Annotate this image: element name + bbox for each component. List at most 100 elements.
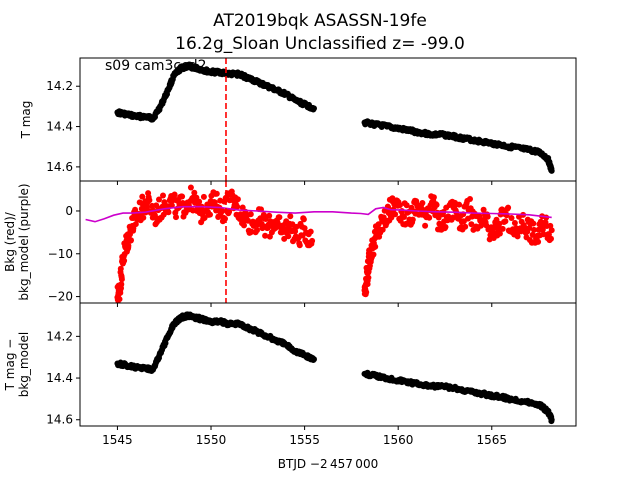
data-point — [151, 211, 158, 218]
data-point — [508, 215, 515, 221]
panel-bottom: 14.2 14.4 14.6 1545 1550 1555 1560 1565 T mag − b… — [3, 302, 577, 447]
data-point — [514, 233, 521, 240]
x-tick-label: 1550 — [196, 433, 227, 447]
data-point — [419, 200, 426, 206]
y-tick-label: 14.4 — [46, 120, 73, 134]
data-point — [363, 289, 370, 296]
data-point — [540, 231, 547, 238]
plot-area-middle — [85, 181, 555, 303]
data-point — [530, 220, 537, 227]
plot-area-bottom — [114, 311, 555, 425]
plot-area-top — [114, 58, 555, 181]
data-point — [548, 165, 555, 172]
y-tick-label: 14.6 — [46, 413, 73, 427]
axes-frame-bottom — [79, 302, 577, 427]
data-point — [409, 216, 416, 223]
data-point — [239, 204, 246, 211]
data-point — [292, 228, 299, 235]
panel-middle: 0 −10 −20 Bkg (red)/bkg_model (purple) — [3, 180, 577, 307]
data-point — [213, 190, 220, 197]
y-tick-label: 14.4 — [46, 371, 73, 385]
data-point — [117, 289, 124, 296]
data-point — [132, 221, 139, 228]
data-point — [245, 217, 252, 224]
data-point — [116, 296, 123, 303]
series-points-bottom-0 — [114, 311, 555, 425]
data-point — [310, 357, 317, 363]
data-point — [118, 276, 125, 283]
data-point — [496, 230, 503, 237]
data-point — [172, 209, 179, 216]
y-tick-label: 0 — [65, 204, 73, 218]
data-point — [196, 198, 203, 205]
data-point — [535, 238, 542, 245]
x-tick-label: 1545 — [102, 433, 133, 447]
data-point — [548, 235, 554, 242]
data-point — [480, 206, 487, 213]
data-point — [121, 257, 128, 264]
data-point — [426, 214, 433, 221]
data-point — [375, 221, 382, 228]
y-tick-label: 14.2 — [46, 329, 73, 343]
y-axis-label: bkg_model (purple) — [17, 183, 31, 300]
data-point — [396, 202, 403, 209]
data-point — [403, 202, 410, 209]
y-tick-label: 14.2 — [46, 79, 73, 93]
data-point — [173, 214, 179, 221]
data-point — [539, 226, 546, 233]
data-point — [293, 223, 300, 230]
y-axis-label: bkg_model — [17, 332, 31, 398]
data-point — [222, 215, 228, 222]
x-tick-label: 1560 — [383, 433, 414, 447]
data-point — [211, 199, 218, 205]
title-line-2: 16.2g_Sloan Unclassified z= -99.0 — [175, 34, 465, 54]
data-point — [433, 201, 440, 208]
data-point — [310, 106, 317, 113]
y-tick-label: −10 — [48, 247, 73, 261]
data-point — [117, 265, 124, 272]
data-point — [430, 194, 437, 201]
data-point — [241, 222, 247, 229]
data-point — [125, 242, 132, 249]
data-point — [234, 196, 241, 203]
data-point — [308, 240, 315, 247]
data-point — [168, 202, 175, 209]
data-point — [207, 211, 213, 218]
data-point — [462, 223, 469, 230]
data-point — [505, 204, 512, 211]
data-point — [262, 232, 269, 239]
data-point — [153, 202, 160, 209]
data-point — [493, 216, 500, 223]
data-point — [524, 228, 531, 235]
data-point — [254, 227, 260, 234]
data-point — [232, 201, 239, 208]
data-point — [365, 274, 372, 281]
data-point — [531, 226, 537, 233]
y-axis-label: T mag — [19, 101, 33, 140]
data-point — [298, 223, 305, 230]
data-point — [548, 418, 555, 425]
series-points-middle-0 — [114, 184, 555, 303]
data-point — [140, 214, 147, 221]
data-point — [372, 243, 379, 250]
x-tick-label: 1555 — [289, 433, 320, 447]
data-point — [499, 225, 506, 232]
data-point — [171, 191, 178, 198]
data-point — [226, 208, 233, 215]
data-point — [187, 184, 194, 191]
data-point — [146, 197, 153, 204]
data-point — [484, 213, 491, 220]
data-point — [547, 222, 554, 229]
sector-annotation: s09 cam3ccd2 — [105, 58, 207, 74]
x-axis-label: BTJD −2 457 000 — [278, 457, 378, 471]
data-point — [456, 201, 463, 208]
data-point — [200, 193, 207, 200]
y-axis-label: T mag − — [3, 339, 17, 392]
data-point — [218, 207, 225, 214]
y-tick-label: −20 — [48, 290, 73, 304]
data-point — [392, 211, 399, 218]
data-point — [139, 193, 146, 200]
data-point — [307, 228, 314, 235]
data-point — [276, 214, 283, 221]
data-point — [247, 211, 254, 218]
